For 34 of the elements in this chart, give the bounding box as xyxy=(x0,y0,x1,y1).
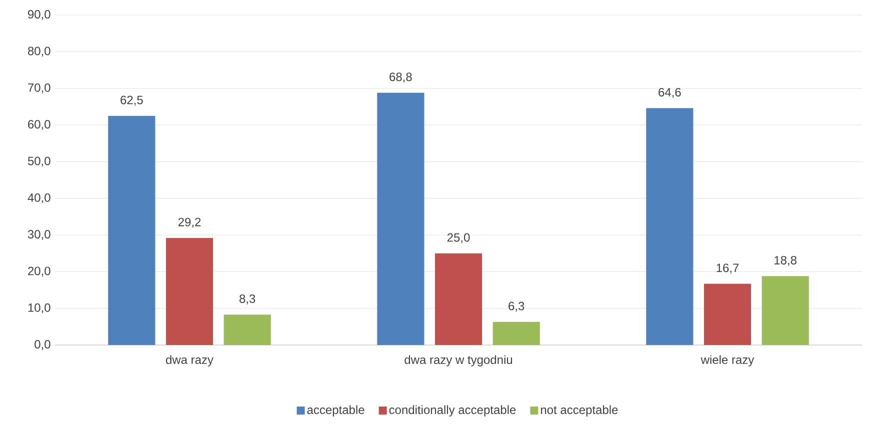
x-tick-label: dwa razy w tygodniu xyxy=(404,355,512,366)
bar xyxy=(762,276,809,345)
bar xyxy=(166,238,214,345)
y-tick-label: 30,0 xyxy=(28,230,50,240)
y-tick-label: 70,0 xyxy=(28,83,50,94)
data-label: 68,8 xyxy=(390,72,412,83)
bar xyxy=(434,253,482,345)
bar xyxy=(492,322,540,345)
data-label: 25,0 xyxy=(447,233,470,244)
y-tick-label: 80,0 xyxy=(28,46,50,57)
x-tick-label: dwa razy xyxy=(166,355,214,366)
x-tick-label: wiele razy xyxy=(700,355,754,366)
y-tick-label: 10,0 xyxy=(28,303,50,314)
y-tick-label: 40,0 xyxy=(28,193,50,204)
bar xyxy=(377,92,424,345)
y-tick-label: 20,0 xyxy=(28,266,50,277)
legend-label: not acceptable xyxy=(540,405,618,416)
bar xyxy=(108,116,156,345)
y-tick-label: 90,0 xyxy=(28,10,50,20)
y-tick-label: 60,0 xyxy=(28,120,50,130)
bar xyxy=(704,284,752,345)
data-label: 16,7 xyxy=(716,264,739,274)
bar xyxy=(646,108,694,345)
y-tick-label: 50,0 xyxy=(28,156,50,167)
legend-label: conditionally acceptable xyxy=(389,405,516,416)
data-label: 6,3 xyxy=(508,302,524,312)
legend-label: acceptable xyxy=(307,405,364,416)
data-label: 29,2 xyxy=(178,218,201,228)
data-label: 62,5 xyxy=(120,96,143,106)
bar xyxy=(224,314,271,345)
y-tick-label: 0,0 xyxy=(34,340,50,350)
data-label: 8,3 xyxy=(240,294,256,304)
data-label: 18,8 xyxy=(774,256,796,266)
data-label: 64,6 xyxy=(658,88,681,98)
